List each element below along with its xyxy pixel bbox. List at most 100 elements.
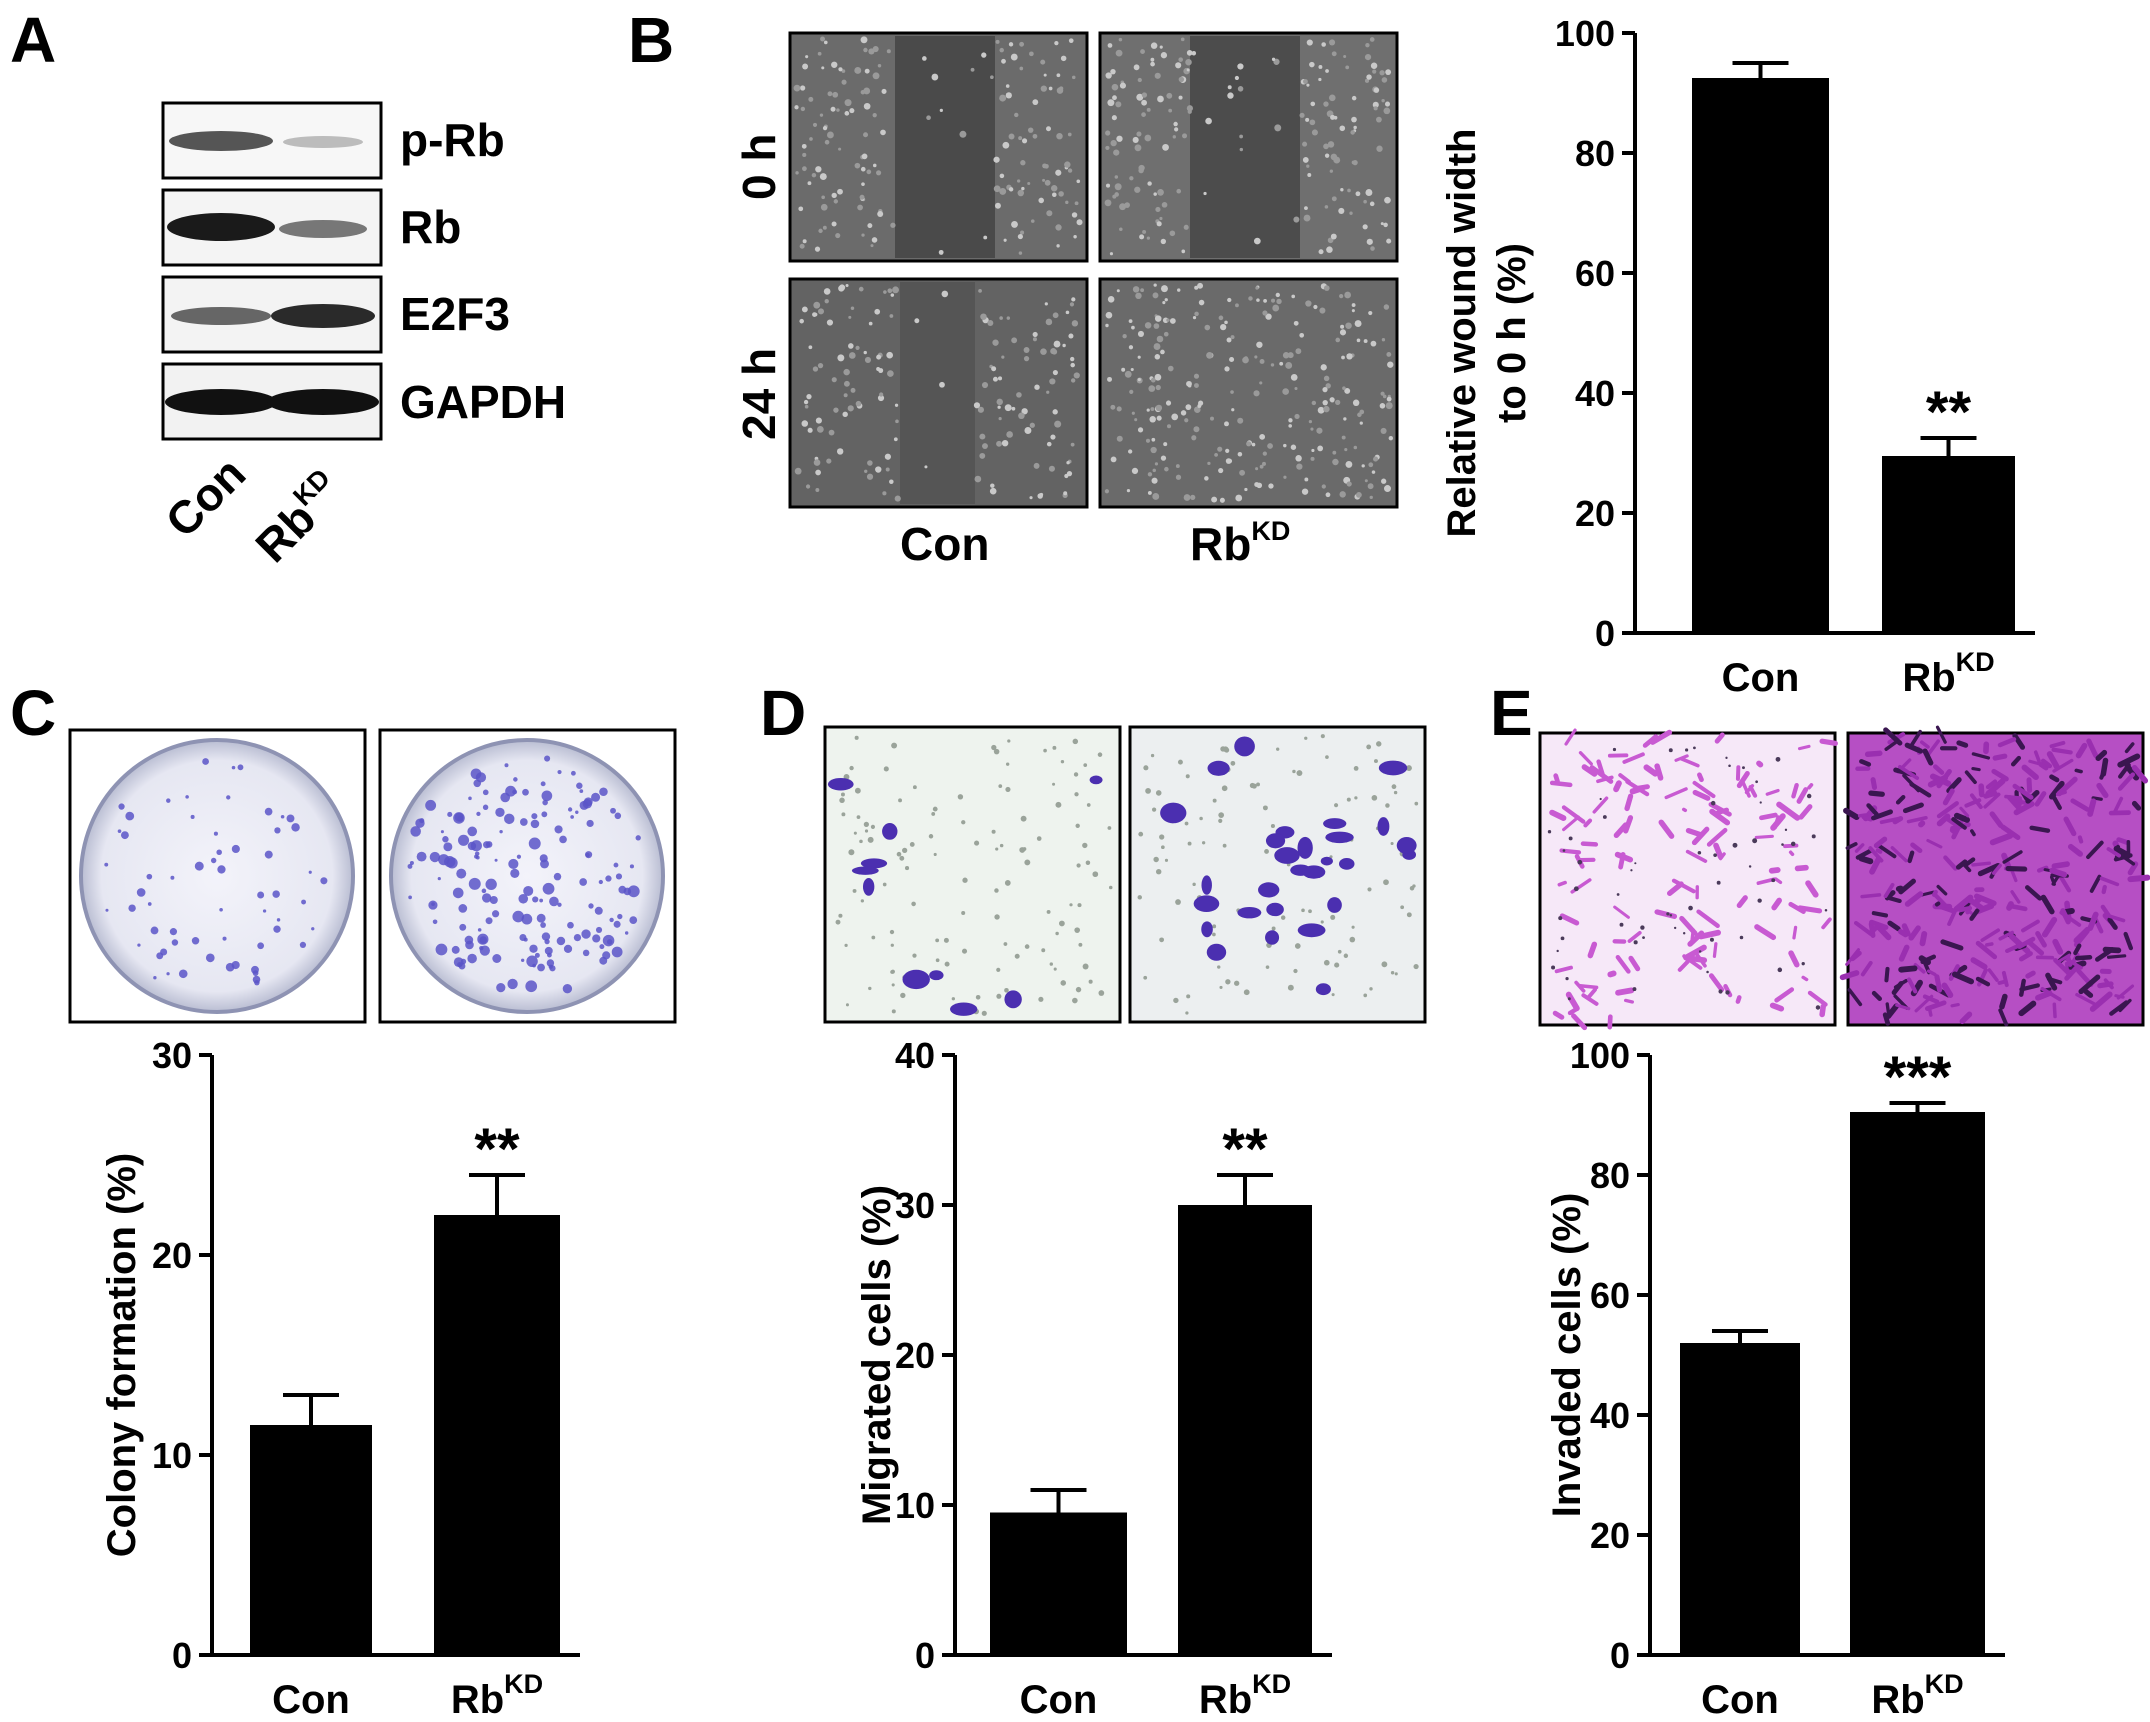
cell-speck [996, 398, 1003, 406]
cell-speck [819, 173, 827, 181]
cell-speck [886, 351, 894, 359]
cell-speck [1167, 424, 1172, 429]
cell-speck [817, 362, 824, 369]
bar [1850, 1112, 1985, 1655]
invaded-cell [1771, 897, 1782, 911]
invaded-cell [2010, 890, 2021, 904]
cell-speck [1204, 324, 1211, 331]
migrated-cell [1297, 836, 1313, 859]
cell-speck [1032, 99, 1039, 106]
colony-dot [468, 877, 481, 890]
cell-speck [1159, 216, 1163, 221]
cell-speck [1349, 211, 1353, 215]
cell-speck [1160, 455, 1167, 461]
membrane-pore [1331, 993, 1335, 997]
membrane-pore [943, 937, 949, 943]
cell-speck [1296, 463, 1303, 470]
cell-speck [1178, 95, 1183, 100]
cell-speck [802, 63, 809, 70]
cell-speck [843, 368, 850, 376]
cell-speck [1305, 300, 1312, 307]
membrane-pore [1280, 915, 1286, 920]
membrane-pore [1107, 826, 1112, 830]
colony-dot [544, 755, 551, 762]
cell-speck [1071, 297, 1076, 302]
cell-speck [849, 108, 855, 114]
invaded-cell [2029, 825, 2051, 833]
cell-speck [1194, 285, 1199, 290]
invaded-cell [1914, 994, 1934, 1013]
membrane-pore [1137, 895, 1142, 900]
invaded-cell [1901, 923, 1911, 937]
cell-speck [1310, 427, 1314, 431]
membrane-pore [1669, 914, 1673, 917]
membrane-pore [1164, 858, 1169, 862]
invaded-cell [2106, 847, 2121, 858]
cell-speck [1251, 442, 1256, 447]
membrane-pore [856, 815, 861, 819]
cell-speck [1306, 83, 1310, 87]
membrane-pore [1343, 953, 1349, 958]
membrane-pore [1052, 782, 1056, 786]
cell-speck [1325, 69, 1329, 73]
cell-speck [1235, 303, 1239, 308]
cell-speck [1141, 99, 1147, 106]
cell-speck [1366, 238, 1373, 245]
membrane-pore [1052, 745, 1057, 750]
cell-speck [999, 47, 1004, 53]
migrated-cell [862, 877, 875, 896]
membrane-pore [1271, 926, 1276, 931]
cell-speck [1011, 220, 1018, 228]
invaded-cell [1884, 740, 1898, 751]
cell-speck [1290, 444, 1297, 450]
colony-dot [539, 854, 548, 863]
colony-dot [459, 923, 467, 931]
invaded-cell [1909, 729, 1922, 749]
invaded-cell [2077, 835, 2084, 844]
cell-speck [1381, 478, 1387, 484]
membrane-pore [1634, 862, 1637, 865]
migrated-cell [1396, 836, 1417, 854]
invaded-cell [2083, 989, 2094, 998]
membrane-pore [1354, 796, 1358, 800]
cell-speck [1072, 75, 1076, 80]
cell-speck [874, 308, 881, 315]
membrane-pore [1041, 948, 1046, 953]
colony-dot [482, 789, 489, 796]
colony-dot [519, 818, 528, 826]
cell-speck [1129, 176, 1134, 181]
invaded-cell [1578, 984, 1599, 990]
cell-speck [1372, 69, 1377, 74]
cell-speck [1175, 474, 1182, 480]
migrated-cell [1266, 902, 1284, 917]
invaded-cell [1864, 750, 1883, 758]
colony-dot [194, 861, 204, 871]
invaded-cell [1860, 893, 1882, 899]
cell-speck [1136, 131, 1142, 137]
membrane-pore [951, 997, 955, 1001]
cell-speck [1299, 332, 1305, 338]
colony-dot [508, 858, 519, 869]
cell-speck [1065, 310, 1070, 315]
membrane-pore [1243, 989, 1250, 996]
colony-dot [429, 851, 441, 863]
significance-mark: ** [1222, 1117, 1268, 1182]
cell-speck [799, 318, 804, 324]
cell-speck [1335, 399, 1341, 405]
membrane-pore [904, 866, 910, 871]
cell-speck [1155, 206, 1161, 213]
cell-speck [831, 192, 837, 199]
colony-dot [547, 952, 552, 958]
cell-speck [803, 399, 809, 405]
cell-speck [1256, 298, 1260, 302]
migrated-cell [882, 822, 898, 840]
panel-label-e: E [1490, 677, 1533, 749]
cell-speck [1160, 349, 1165, 355]
membrane-pore [1713, 853, 1717, 858]
colony-dot [499, 829, 503, 834]
colony-dot [512, 910, 525, 923]
migrated-cell [1206, 943, 1227, 961]
cell-speck [879, 392, 884, 397]
cell-speck [982, 443, 988, 450]
colony-dot [605, 875, 612, 882]
